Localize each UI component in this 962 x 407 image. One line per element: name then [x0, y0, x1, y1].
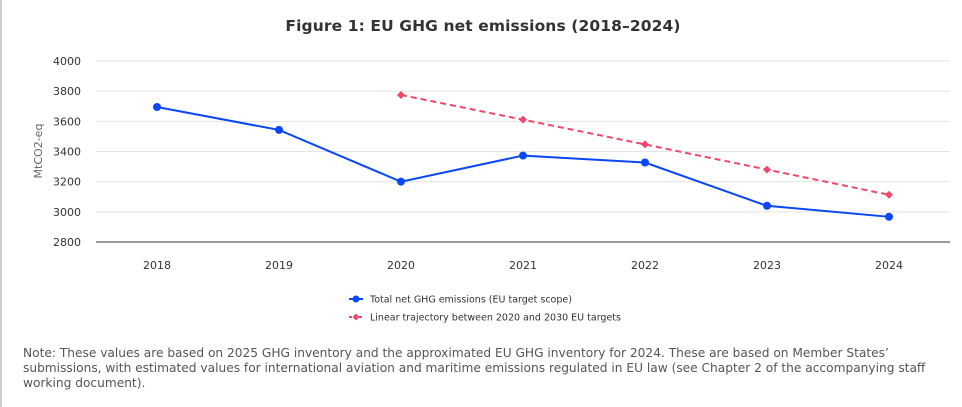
y-axis-ticks: 2800 3000 3200 3400 3600 3800 4000: [53, 55, 81, 249]
legend: Total net GHG emissions (EU target scope…: [349, 295, 621, 324]
y-tick-label: 3400: [53, 146, 81, 159]
data-point[interactable]: [763, 165, 771, 174]
series-linear-trajectory: [397, 90, 893, 199]
legend-label: Linear trajectory between 2020 and 2030 …: [370, 313, 621, 324]
series-group: [153, 90, 893, 221]
gridlines: [96, 60, 950, 213]
y-axis-label: MtCO2-eq: [32, 124, 45, 179]
x-tick-label: 2021: [509, 259, 537, 272]
data-point[interactable]: [519, 115, 527, 124]
x-tick-label: 2020: [387, 259, 415, 272]
line-chart: 2800 3000 3200 3400 3600 3800 4000 2018 2019 202…: [32, 55, 950, 324]
legend-marker-icon: [352, 295, 360, 303]
data-point[interactable]: [763, 201, 771, 210]
y-tick-label: 2800: [53, 236, 81, 249]
data-point[interactable]: [885, 190, 893, 199]
footnote: Note: These values are based on 2025 GHG…: [23, 346, 926, 390]
y-tick-label: 4000: [53, 55, 81, 68]
chart-title: Figure 1: EU GHG net emissions (2018–202…: [285, 17, 681, 35]
data-point[interactable]: [397, 90, 405, 99]
x-tick-label: 2019: [265, 259, 293, 272]
legend-item[interactable]: Total net GHG emissions (EU target scope…: [349, 295, 572, 306]
y-tick-label: 3200: [53, 176, 81, 189]
data-point[interactable]: [641, 158, 649, 167]
legend-label: Total net GHG emissions (EU target scope…: [369, 295, 572, 306]
data-point[interactable]: [519, 151, 527, 160]
y-tick-label: 3000: [53, 206, 81, 219]
x-axis-ticks: 2018 2019 2020 2021 2022 2023 2024: [143, 259, 903, 272]
data-point[interactable]: [641, 140, 649, 149]
legend-marker-icon: [352, 313, 360, 321]
x-tick-label: 2018: [143, 259, 171, 272]
series-total-net-emissions: [153, 103, 893, 221]
data-point[interactable]: [885, 212, 893, 221]
data-point[interactable]: [397, 177, 405, 186]
legend-item[interactable]: Linear trajectory between 2020 and 2030 …: [349, 313, 621, 324]
x-tick-label: 2024: [875, 259, 903, 272]
x-tick-label: 2023: [753, 259, 781, 272]
y-tick-label: 3800: [53, 85, 81, 98]
y-tick-label: 3600: [53, 115, 81, 128]
series-line: [400, 93, 890, 196]
x-tick-label: 2022: [631, 259, 659, 272]
data-point[interactable]: [275, 125, 283, 134]
data-point[interactable]: [153, 103, 161, 112]
